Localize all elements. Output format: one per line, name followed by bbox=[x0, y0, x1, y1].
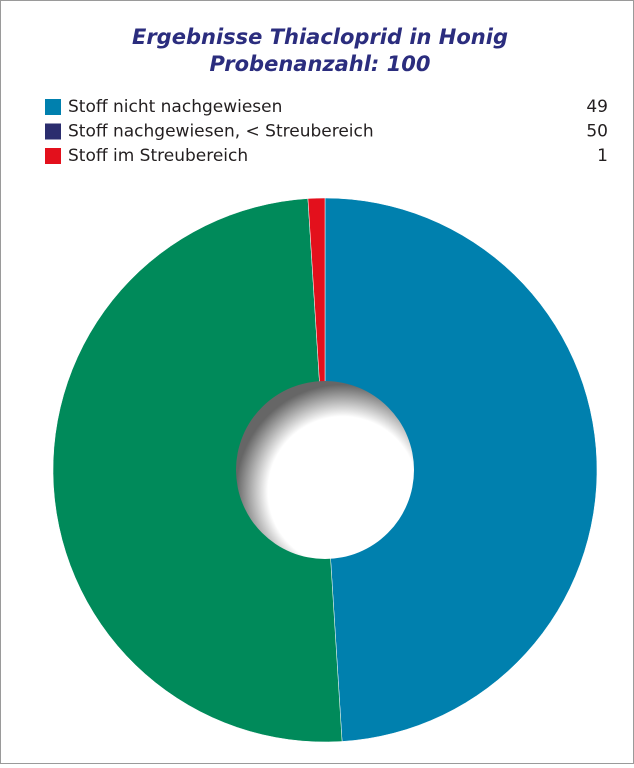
legend-value: 1 bbox=[597, 146, 608, 166]
chart-title: Ergebnisse Thiacloprid in Honig bbox=[132, 25, 508, 49]
legend-swatch bbox=[45, 99, 61, 115]
donut-hole bbox=[236, 381, 414, 559]
legend-label: Stoff nachgewiesen, < Streubereich bbox=[68, 122, 374, 142]
chart-subtitle: Probenanzahl: 100 bbox=[210, 52, 431, 76]
legend-value: 50 bbox=[586, 122, 608, 142]
legend-swatch bbox=[45, 123, 61, 140]
legend-label: Stoff im Streubereich bbox=[68, 146, 248, 166]
legend-label: Stoff nicht nachgewiesen bbox=[68, 97, 282, 117]
slice bbox=[324, 197, 598, 742]
legend-value: 49 bbox=[586, 97, 608, 117]
legend-swatch bbox=[45, 148, 61, 164]
